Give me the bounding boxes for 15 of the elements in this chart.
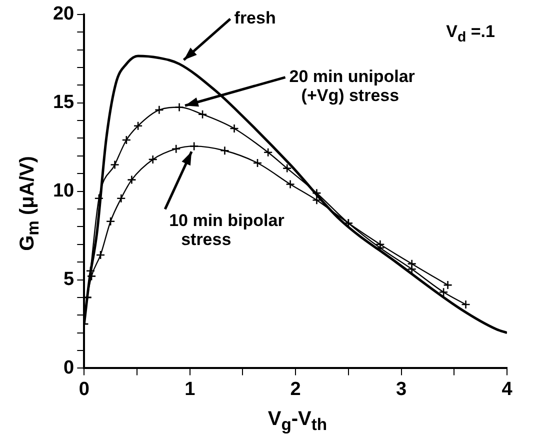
series-label: 10 min bipolar stress xyxy=(169,210,285,249)
y-tick-label: 5 xyxy=(64,268,75,290)
y-tick-label: 20 xyxy=(52,4,74,25)
text: fresh xyxy=(234,8,276,28)
x-tick-label: 2 xyxy=(290,378,301,400)
y-tick-label: 0 xyxy=(64,357,74,378)
text: 20 min unipolar (+Vg) stress xyxy=(289,66,416,105)
y-tick-label: 10 xyxy=(52,180,74,202)
x-axis-title: V$_{g}$-V$_{th}$ xyxy=(266,408,328,435)
x-tick-label: 3 xyxy=(396,378,407,400)
x-tick-label: 1 xyxy=(184,378,196,400)
annotation: V$_{d}$ =.1 xyxy=(446,22,495,46)
x-tick-label: 0 xyxy=(78,378,90,400)
y-tick-label: 15 xyxy=(52,92,75,114)
x-tick-label: 4 xyxy=(502,378,513,400)
